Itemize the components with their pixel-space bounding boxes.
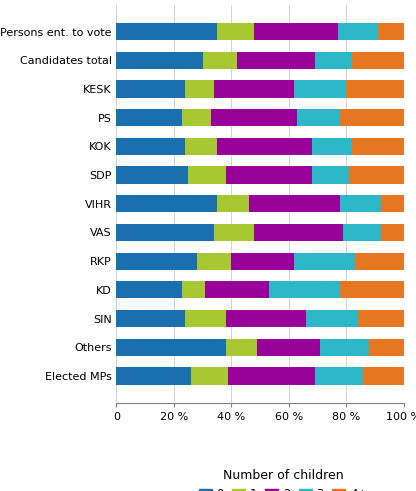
Bar — [116, 252, 197, 270]
Bar — [116, 166, 188, 184]
Bar — [217, 138, 312, 155]
Bar — [225, 166, 312, 184]
Bar — [295, 81, 346, 98]
Bar — [355, 252, 404, 270]
Bar — [203, 52, 237, 69]
Bar — [340, 281, 404, 299]
Bar — [295, 252, 355, 270]
Bar — [186, 138, 217, 155]
Bar — [369, 339, 404, 356]
Bar — [314, 52, 352, 69]
Bar — [191, 367, 228, 384]
Bar — [248, 195, 340, 213]
Bar — [116, 138, 186, 155]
Bar — [378, 23, 404, 40]
Bar — [225, 310, 306, 327]
Bar — [116, 367, 191, 384]
Bar — [211, 109, 297, 126]
Bar — [306, 310, 358, 327]
Bar — [116, 109, 183, 126]
Bar — [214, 224, 254, 241]
Bar — [257, 339, 320, 356]
Bar — [217, 195, 248, 213]
Bar — [312, 166, 349, 184]
Bar — [320, 339, 369, 356]
Bar — [214, 81, 295, 98]
Bar — [186, 81, 214, 98]
Bar — [358, 310, 404, 327]
Bar — [381, 195, 404, 213]
Bar — [337, 23, 378, 40]
Bar — [346, 81, 404, 98]
Bar — [116, 339, 225, 356]
Bar — [343, 224, 381, 241]
Bar — [188, 166, 225, 184]
Bar — [312, 138, 352, 155]
Bar — [228, 367, 314, 384]
Bar — [116, 52, 203, 69]
Bar — [116, 310, 186, 327]
Bar — [363, 367, 404, 384]
Bar — [340, 195, 381, 213]
Bar — [314, 367, 363, 384]
Bar — [352, 52, 404, 69]
Bar — [217, 23, 254, 40]
Bar — [116, 224, 214, 241]
Bar — [352, 138, 404, 155]
Bar — [197, 252, 231, 270]
Bar — [254, 224, 343, 241]
Bar — [183, 109, 211, 126]
Legend: 0, 1, 2, 3, 4+: 0, 1, 2, 3, 4+ — [194, 464, 372, 491]
Bar — [186, 310, 225, 327]
Bar — [297, 109, 340, 126]
Bar — [269, 281, 340, 299]
Bar — [340, 109, 404, 126]
Bar — [116, 23, 217, 40]
Bar — [116, 281, 183, 299]
Bar — [116, 195, 217, 213]
Bar — [231, 252, 295, 270]
Bar — [116, 81, 186, 98]
Bar — [237, 52, 314, 69]
Bar — [254, 23, 337, 40]
Bar — [225, 339, 257, 356]
Bar — [206, 281, 269, 299]
Bar — [183, 281, 206, 299]
Bar — [349, 166, 404, 184]
Bar — [381, 224, 404, 241]
